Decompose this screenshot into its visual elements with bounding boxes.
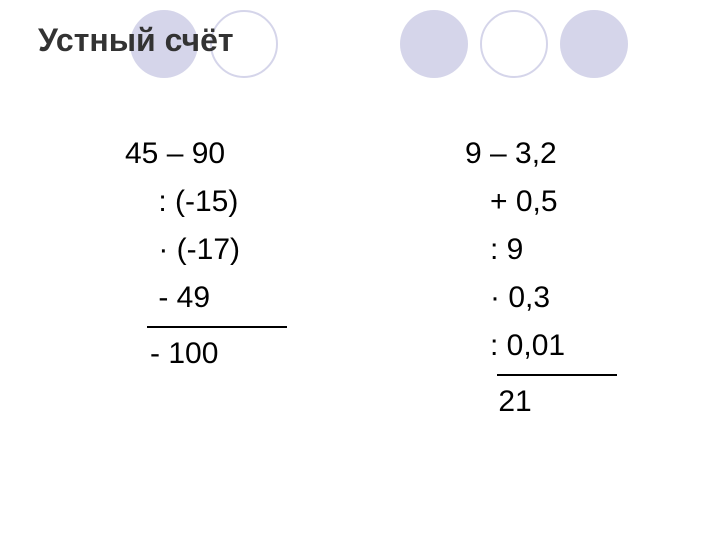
column-right: 9 – 3,2 + 0,5 : 9 · 0,3 : 0,01 21 [465, 130, 705, 426]
calc-result: - 100 [125, 330, 365, 378]
circle-filled [400, 10, 468, 78]
calc-line: · 0,3 [465, 274, 705, 322]
calc-line: : (-15) [125, 178, 365, 226]
decoration-circles-right [400, 10, 628, 78]
calc-line: - 49 [125, 274, 365, 322]
result-rule [497, 374, 617, 376]
page-title: Устный счёт [38, 22, 234, 59]
content-columns: 45 – 90 : (-15) · (-17) - 49 - 100 9 – 3… [0, 130, 720, 426]
calc-line: 9 – 3,2 [465, 130, 705, 178]
calc-line: · (-17) [125, 226, 365, 274]
calc-line: 45 – 90 [125, 130, 365, 178]
calc-result: 21 [465, 378, 705, 426]
calc-line: + 0,5 [465, 178, 705, 226]
circle-filled [560, 10, 628, 78]
circle-outline [480, 10, 548, 78]
calc-line: : 9 [465, 226, 705, 274]
column-left: 45 – 90 : (-15) · (-17) - 49 - 100 [125, 130, 365, 426]
calc-line: : 0,01 [465, 322, 705, 370]
result-rule [147, 326, 287, 328]
